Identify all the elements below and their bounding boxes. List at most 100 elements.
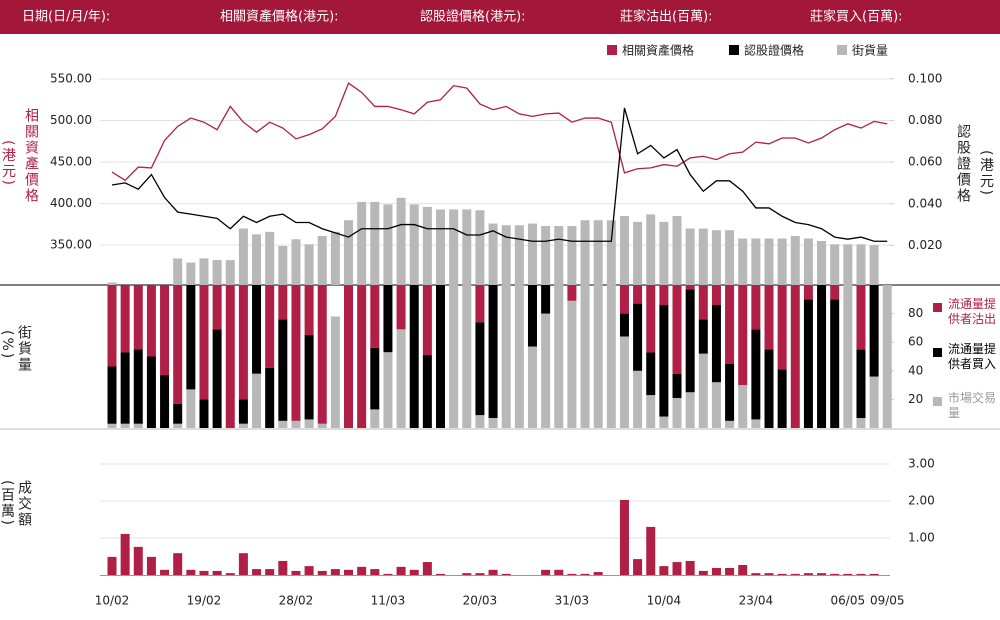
tick-label: 450.00 [50,155,92,169]
stock-bar [501,225,511,285]
stacked-segment [514,285,524,428]
header-label: 相關資產價格(港元): [220,9,339,25]
stacked-segment [869,285,879,377]
turnover-bar [357,566,367,575]
stock-bar [751,238,761,285]
turnover-bar [633,559,643,575]
stock-bar [580,220,590,285]
stacked-segment [160,285,170,376]
y-axis-unit: (百萬) [0,480,15,527]
stacked-segment [527,285,537,347]
stacked-segment [133,285,143,350]
y-axis-label: 成交額 [16,480,32,528]
stacked-segment [252,285,262,374]
stacked-segment [488,285,498,418]
turnover-bar [344,569,354,575]
turnover-bar [330,569,340,575]
stacked-segment [462,285,472,428]
turnover-bar [672,562,682,575]
stock-bar [409,204,419,285]
stacked-segment [856,417,866,428]
y2-axis-unit: (港元) [978,150,994,197]
turnover-bar [751,573,761,575]
stock-bar [606,220,616,285]
stacked-segment [370,409,380,428]
header-label: 認股證價格(港元): [420,9,526,25]
stacked-segment [541,313,551,428]
stock-bar [541,226,551,285]
stacked-segment [659,305,669,417]
turnover-bar [619,499,629,575]
stacked-segment [633,370,643,428]
stock-bar [422,206,432,285]
stacked-segment [304,335,314,420]
stacked-segment [869,376,879,428]
stacked-segment [830,299,840,428]
stacked-segment [396,329,406,428]
legend-label: 流通量提供者沽出 [948,297,997,326]
stacked-segment [646,352,656,396]
stacked-segment [685,285,695,290]
stacked-segment [186,285,196,390]
stock-bar [225,260,235,285]
stacked-segment [383,352,393,428]
turnover-bar [777,573,787,575]
turnover-bar [725,567,735,575]
stacked-segment [409,285,419,428]
stacked-segment [278,420,288,428]
tick-label: 80 [908,306,923,320]
stacked-segment [764,349,774,428]
stacked-segment [711,305,721,383]
legend-label: 街貨量 [852,43,888,58]
turnover-bar [252,569,262,575]
stacked-segment [436,285,445,428]
stock-bar [265,231,275,285]
tick-label: 0.020 [908,238,942,252]
stock-bar [672,216,682,285]
turnover-bar [317,570,327,575]
stacked-segment [606,285,616,428]
stacked-segment [396,285,406,330]
stacked-segment [278,319,288,421]
legend-label: 相關資產價格 [622,43,694,58]
stock-bar [633,221,643,285]
turnover-bar [817,573,827,575]
stock-bar [173,258,183,285]
stacked-segment [304,285,314,336]
stacked-segment [475,285,485,323]
turnover-bar [436,573,445,575]
stock-bar [698,228,708,285]
stacked-segment [541,285,551,314]
header-bar [0,0,1000,34]
legend-swatch [933,348,942,357]
stacked-segment [383,285,393,353]
tick-label: 500.00 [50,113,92,127]
turnover-bar [475,573,485,575]
stock-bar [344,220,354,285]
turnover-bar [685,560,695,575]
stock-bar [711,230,721,285]
tick-label: 350.00 [50,238,92,252]
stacked-segment [790,285,800,428]
stacked-segment [173,423,183,428]
stacked-segment [107,366,117,424]
stock-bar [659,221,669,285]
stacked-segment [422,285,432,356]
stacked-segment [725,363,735,421]
turnover-bar [593,572,603,575]
turnover-bar [764,573,774,575]
turnover-bar [803,573,813,575]
stock-bar [817,240,827,285]
stacked-segment [133,349,143,424]
stock-bar [212,260,222,285]
stacked-segment [830,285,840,300]
stock-bar [383,204,393,285]
turnover-bar [646,526,656,575]
stacked-segment [160,375,170,428]
turnover-bar [265,569,275,575]
tick-label: 40 [908,363,923,377]
stock-bar [685,228,695,285]
turnover-bar [146,556,156,575]
stacked-segment [659,416,669,428]
stock-bar [869,245,879,285]
